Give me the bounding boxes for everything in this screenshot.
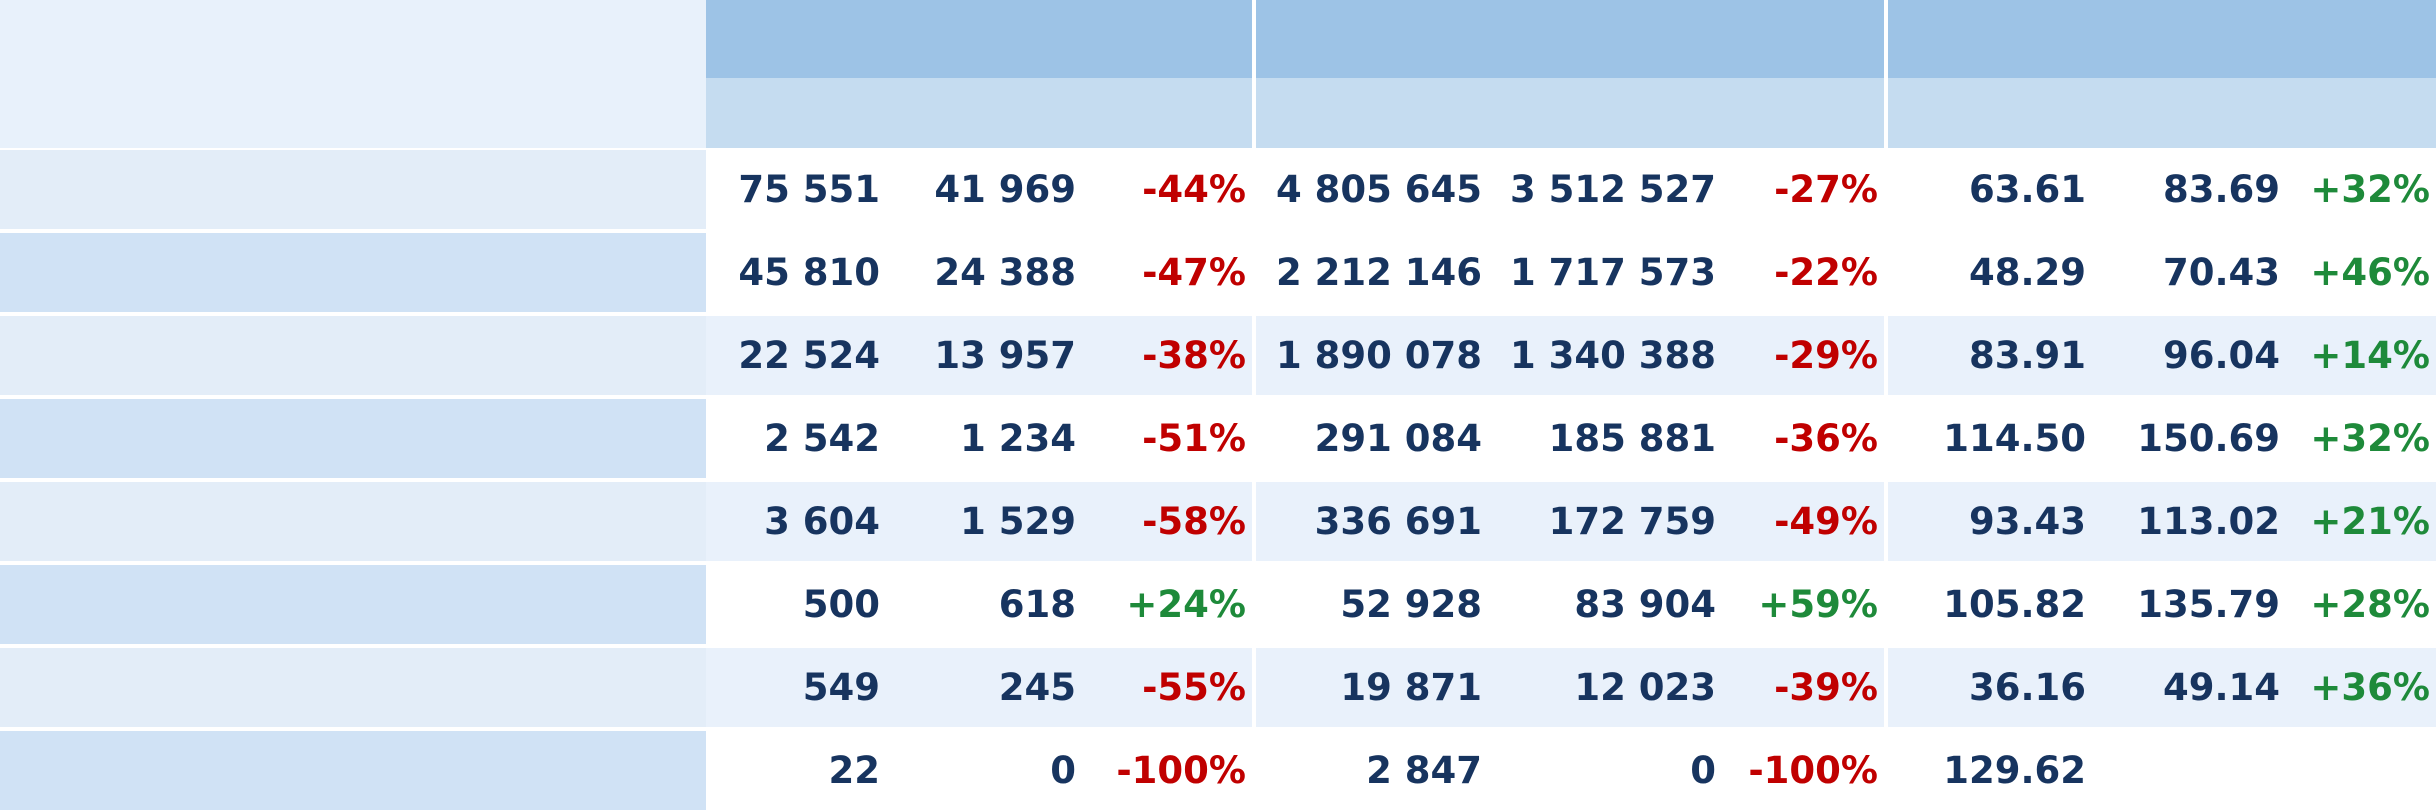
percent-change: -22% — [1722, 233, 1884, 312]
value-cell: 105.82 — [1888, 565, 2092, 644]
percent-change: -100% — [1082, 731, 1252, 810]
percent-change: +59% — [1722, 565, 1884, 644]
percent-change: -55% — [1082, 648, 1252, 727]
column-header — [2092, 78, 2286, 148]
column-header — [1488, 78, 1722, 148]
value-cell: 135.79 — [2092, 565, 2286, 644]
percent-change: -58% — [1082, 482, 1252, 561]
value-cell: 185 881 — [1488, 399, 1722, 478]
value-cell: 4 805 645 — [1256, 150, 1488, 229]
row-label — [0, 233, 706, 312]
value-cell: 41 969 — [886, 150, 1082, 229]
value-cell: 48.29 — [1888, 233, 2092, 312]
value-cell: 83.69 — [2092, 150, 2286, 229]
value-cell: 19 871 — [1256, 648, 1488, 727]
value-cell: 49.14 — [2092, 648, 2286, 727]
percent-change: -49% — [1722, 482, 1884, 561]
column-header — [886, 78, 1082, 148]
value-cell: 0 — [1488, 731, 1722, 810]
value-cell: 549 — [706, 648, 886, 727]
percent-change: -29% — [1722, 316, 1884, 395]
value-cell: 3 604 — [706, 482, 886, 561]
value-cell: 63.61 — [1888, 150, 2092, 229]
value-cell: 52 928 — [1256, 565, 1488, 644]
value-cell: 150.69 — [2092, 399, 2286, 478]
percent-change: +32% — [2286, 150, 2436, 229]
value-cell: 24 388 — [886, 233, 1082, 312]
column-header — [1256, 78, 1488, 148]
percent-change: -38% — [1082, 316, 1252, 395]
percent-change: -39% — [1722, 648, 1884, 727]
value-cell: 36.16 — [1888, 648, 2092, 727]
column-header — [1722, 78, 1884, 148]
value-cell: 3 512 527 — [1488, 150, 1722, 229]
value-cell: 114.50 — [1888, 399, 2092, 478]
row-label — [0, 150, 706, 229]
value-cell: 618 — [886, 565, 1082, 644]
corner-panel — [0, 0, 706, 148]
value-cell: 1 890 078 — [1256, 316, 1488, 395]
value-cell: 45 810 — [706, 233, 886, 312]
value-cell: 129.62 — [1888, 731, 2092, 810]
value-cell: 1 340 388 — [1488, 316, 1722, 395]
value-cell: 96.04 — [2092, 316, 2286, 395]
group-header — [1888, 0, 2436, 78]
percent-change: -51% — [1082, 399, 1252, 478]
percent-change: +21% — [2286, 482, 2436, 561]
value-cell: 336 691 — [1256, 482, 1488, 561]
percent-change: +46% — [2286, 233, 2436, 312]
percent-change: +24% — [1082, 565, 1252, 644]
row-label — [0, 482, 706, 561]
value-cell: 22 524 — [706, 316, 886, 395]
value-cell: 13 957 — [886, 316, 1082, 395]
percent-change: +36% — [2286, 648, 2436, 727]
value-cell: 245 — [886, 648, 1082, 727]
group-header — [1256, 0, 1884, 78]
value-cell: 2 847 — [1256, 731, 1488, 810]
percent-change: -100% — [1722, 731, 1884, 810]
percent-change: -44% — [1082, 150, 1252, 229]
percent-change: -27% — [1722, 150, 1884, 229]
percent-change: +28% — [2286, 565, 2436, 644]
value-cell: 1 529 — [886, 482, 1082, 561]
value-cell: 113.02 — [2092, 482, 2286, 561]
column-header — [1082, 78, 1252, 148]
value-cell: 291 084 — [1256, 399, 1488, 478]
value-cell: 70.43 — [2092, 233, 2286, 312]
percent-change: +14% — [2286, 316, 2436, 395]
value-cell: 12 023 — [1488, 648, 1722, 727]
percent-change: -47% — [1082, 233, 1252, 312]
row-label — [0, 648, 706, 727]
value-cell: 1 234 — [886, 399, 1082, 478]
percent-change: +32% — [2286, 399, 2436, 478]
value-cell: 172 759 — [1488, 482, 1722, 561]
value-cell: 2 542 — [706, 399, 886, 478]
value-cell: 83.91 — [1888, 316, 2092, 395]
group-header — [706, 0, 1252, 78]
row-label — [0, 316, 706, 395]
row-label — [0, 565, 706, 644]
column-header — [706, 78, 886, 148]
row-label — [0, 731, 706, 810]
value-cell: 500 — [706, 565, 886, 644]
percent-change — [2286, 731, 2436, 810]
value-cell: 75 551 — [706, 150, 886, 229]
percent-change: -36% — [1722, 399, 1884, 478]
value-cell: 93.43 — [1888, 482, 2092, 561]
value-cell: 83 904 — [1488, 565, 1722, 644]
column-header — [1888, 78, 2092, 148]
row-label — [0, 399, 706, 478]
value-cell: 22 — [706, 731, 886, 810]
value-cell — [2092, 731, 2286, 810]
value-cell: 2 212 146 — [1256, 233, 1488, 312]
value-cell: 0 — [886, 731, 1082, 810]
value-cell: 1 717 573 — [1488, 233, 1722, 312]
column-header — [2286, 78, 2436, 148]
